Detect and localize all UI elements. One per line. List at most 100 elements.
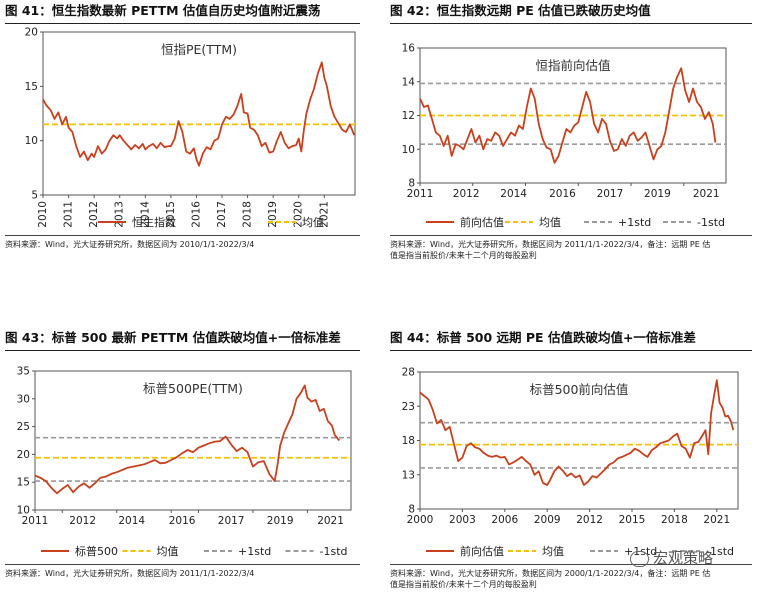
figure-title: 图 41：恒生指数最新 PETTM 估值自历史均值附近震荡 [5,3,321,18]
y-tick-label: 12 [402,110,415,122]
y-tick-label: 13 [402,469,415,481]
source-note: 资料来源：Wind，光大证券研究所，数据区间为 2000/1/1-2022/3/… [390,568,752,590]
panel-fig43: 图 43：标普 500 最新 PETTM 估值跌破均值+一倍标准差 10 15 20… [5,327,360,593]
legend-label: +1std [238,545,271,558]
source-note: 资料来源：Wind，光大证券研究所，数据区间为 2010/1/1-2022/3/… [5,240,255,249]
legend-label: -1std [697,216,725,229]
y-tick-label: 8 [408,504,415,516]
plot-frame [42,31,356,196]
series-line [34,384,340,495]
figure-title: 图 44：标普 500 远期 PE 估值跌破均值+一倍标准差 [390,330,696,345]
x-tick-label: 2011 [63,201,75,228]
x-tick-label: 2012 [88,201,100,228]
y-tick-label: 15 [25,81,38,93]
legend-label: 前向估值 [460,215,504,229]
legend-label: 均值 [542,545,564,558]
y-tick-label: 28 [402,367,415,379]
source-line: 值是指当前股价/未来十二个月的每股盈利 [390,580,537,589]
source-divider [5,564,360,565]
y-tick-label: 10 [25,135,38,147]
x-tick-label: 2015 [165,201,177,228]
x-tick-label: 2012 [576,514,603,526]
watermark: 宏观策略 [630,547,713,568]
wechat-icon [630,550,649,567]
chart-title: 恒指PE(TTM) [161,42,237,57]
x-tick-label: 2011 [22,515,49,527]
x-tick-label: 2000 [407,514,434,526]
panel-fig41: 图 41：恒生指数最新 PETTM 估值自历史均值附近震荡 5 10 15 20 201… [5,0,360,265]
figure-title: 图 43：标普 500 最新 PETTM 估值跌破均值+一倍标准差 [5,330,341,345]
spx-pe-ttm-chart: 10 15 20 25 30 35 2011 2012 2014 2016 2017 2019 2021… [17,366,352,558]
y-tick-label: 18 [402,435,415,447]
x-tick-label: 2014 [500,188,527,200]
y-tick-label: 35 [17,366,30,378]
panel-fig44: 图 44：标普 500 远期 PE 估值跌破均值+一倍标准差 8 13 18 23 28… [390,327,752,593]
source-divider [5,235,360,236]
x-tick-label: 2019 [267,515,294,527]
x-tick-label: 2012 [69,515,96,527]
source-line: 值是指当前股价/未来十二个月的每股盈利 [390,251,537,260]
source-divider [390,564,752,565]
spx-forward-pe-chart: 8 13 18 23 28 2000 2003 2006 2009 2012 2015 2018 202… [402,367,739,558]
chart-title: 恒指前向估值 [535,58,610,73]
y-tick-label: 20 [17,449,30,461]
watermark-text: 宏观策略 [653,549,714,567]
plot-frame [34,370,352,511]
x-tick-label: 2011 [407,188,434,200]
legend-label: -1std [320,545,348,558]
source-line: 资料来源：Wind，光大证券研究所，数据区间为 2011/1/1-2022/3/… [390,240,711,249]
title-divider [390,23,752,24]
legend-label: 均值 [157,545,179,558]
x-tick-label: 2016 [169,515,196,527]
legend-label: 标普500 [75,544,118,558]
x-tick-label: 2015 [619,514,646,526]
y-tick-label: 20 [25,27,38,39]
title-divider [5,23,360,24]
source-note: 资料来源：Wind，光大证券研究所，数据区间为 2011/1/1-2022/3/… [390,239,752,261]
figure-title: 图 42：恒生指数远期 PE 估值已跌破历史均值 [390,3,651,18]
x-tick-label: 2018 [661,514,688,526]
x-tick-label: 2019 [267,201,279,228]
y-tick-label: 10 [402,144,415,156]
title-divider [390,350,752,351]
x-tick-label: 2010 [37,201,49,228]
series-line [419,379,735,486]
source-note: 资料来源：Wind，光大证券研究所，数据区间为 2011/1/1-2022/3/… [5,569,255,578]
legend-label: 前向估值 [460,544,504,558]
y-tick-label: 16 [402,43,416,55]
chart-title: 标普500前向估值 [530,382,629,397]
x-tick-label: 2017 [218,515,245,527]
y-tick-label: 15 [17,477,30,489]
y-tick-label: 5 [31,190,38,202]
x-tick-label: 2018 [242,201,254,228]
x-tick-label: 2017 [216,201,228,228]
source-line: 资料来源：Wind，光大证券研究所，数据区间为 2000/1/1-2022/3/… [390,569,711,578]
x-tick-label: 2014 [118,515,145,527]
legend-label: 恒生指数 [132,215,176,229]
series-line [419,67,717,164]
panel-fig42: 图 42：恒生指数远期 PE 估值已跌破历史均值 8 10 12 14 16 2011 20… [390,0,752,265]
y-tick-label: 14 [402,76,416,88]
hsi-pe-ttm-chart: 5 10 15 20 2010 2011 2012 2013 2014 2015 2016 2017 2… [25,27,356,229]
x-tick-label: 2019 [644,188,671,200]
x-tick-label: 2014 [139,201,151,228]
legend-label: 均值 [302,216,324,229]
source-divider [390,235,752,236]
x-tick-label: 2012 [453,188,480,200]
y-tick-label: 23 [402,401,415,413]
y-tick-label: 10 [17,505,30,517]
x-tick-label: 2021 [317,515,344,527]
chart-title: 标普500PE(TTM) [143,381,243,396]
x-tick-label: 2003 [449,514,476,526]
x-tick-label: 2021 [693,188,720,200]
legend-label: +1std [618,216,651,229]
x-tick-label: 2016 [190,201,202,228]
x-tick-label: 2006 [491,514,518,526]
x-tick-label: 2021 [318,201,330,228]
legend-label: 均值 [539,216,561,229]
x-tick-label: 2016 [549,188,576,200]
hsi-forward-pe-chart: 8 10 12 14 16 2011 2012 2014 2016 2017 2019 2021 恒指前… [402,43,727,229]
x-tick-label: 2021 [703,514,730,526]
title-divider [5,350,360,351]
y-tick-label: 25 [17,421,30,433]
